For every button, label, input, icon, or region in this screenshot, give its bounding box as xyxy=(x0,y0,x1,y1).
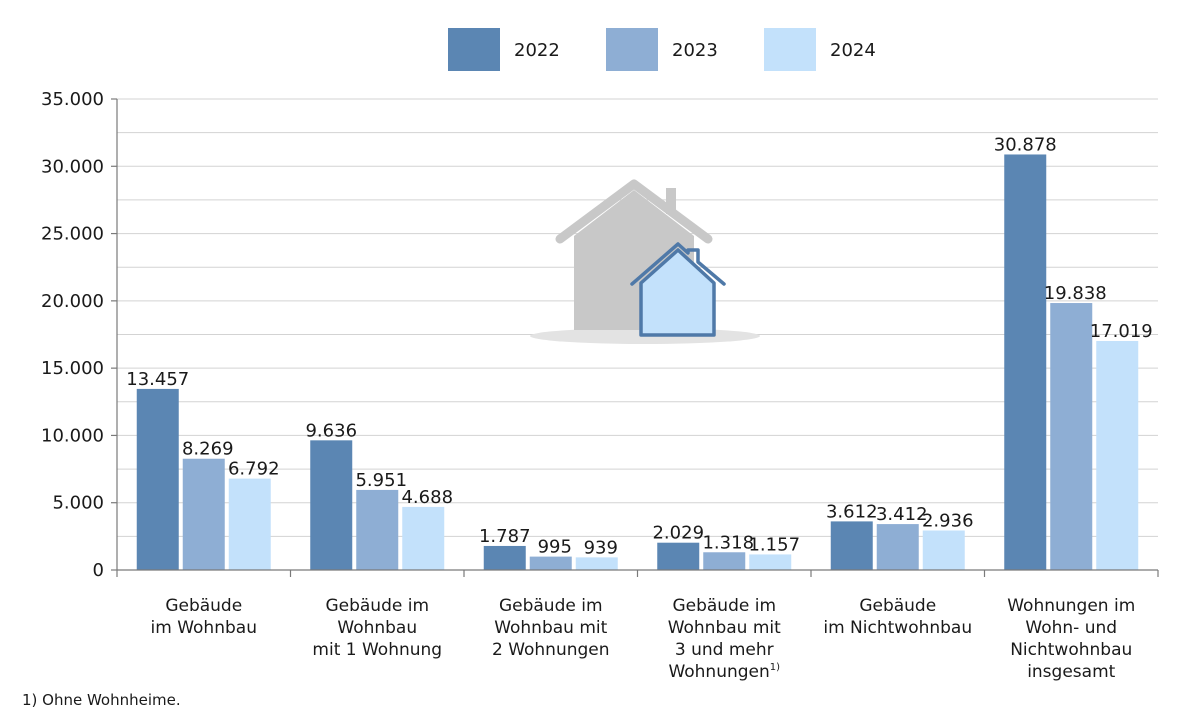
category-label: Gebäude im xyxy=(499,596,603,616)
bar xyxy=(136,388,179,570)
category-label: im Wohnbau xyxy=(151,618,257,638)
data-label: 13.457 xyxy=(126,369,189,390)
legend-label: 2022 xyxy=(514,40,560,61)
bar xyxy=(749,554,792,570)
bar xyxy=(1096,340,1139,570)
category-label: Gebäude xyxy=(165,596,242,616)
bar xyxy=(830,521,873,570)
category-label: 2 Wohnungen xyxy=(492,640,610,660)
data-label: 3.412 xyxy=(876,504,928,525)
bar xyxy=(575,557,618,570)
data-label: 19.838 xyxy=(1044,283,1107,304)
data-label: 1.318 xyxy=(702,532,754,553)
y-tick-label: 15.000 xyxy=(41,358,104,379)
data-label: 6.792 xyxy=(228,459,280,480)
y-tick-label: 25.000 xyxy=(41,224,104,245)
category-label: Wohnungen1) xyxy=(668,662,780,682)
category-label: Wohnbau mit xyxy=(494,618,607,638)
category-label: Wohnbau xyxy=(337,618,417,638)
data-label: 4.688 xyxy=(401,487,453,508)
y-tick-label: 10.000 xyxy=(41,425,104,446)
gridlines xyxy=(117,98,1158,537)
legend-swatch xyxy=(606,28,658,71)
bar xyxy=(356,489,399,570)
data-label: 939 xyxy=(584,537,618,558)
data-label: 2.029 xyxy=(652,523,704,544)
y-tick-label: 5.000 xyxy=(52,493,104,514)
data-label: 5.951 xyxy=(355,470,407,491)
bar xyxy=(1050,303,1093,570)
data-label: 3.612 xyxy=(826,501,878,522)
bar xyxy=(182,458,225,570)
category-label: insgesamt xyxy=(1027,662,1115,682)
bar xyxy=(228,478,271,570)
footnote-mark: 1) xyxy=(770,662,780,673)
legend: 2022 2023 2024 xyxy=(448,28,876,71)
data-label: 995 xyxy=(538,537,572,558)
axes: 0 5.000 10.000 15.000 20.000 25.000 30.000 35.0… xyxy=(41,89,1159,581)
bar xyxy=(922,530,965,570)
bar xyxy=(657,542,700,570)
data-label: 1.787 xyxy=(479,526,531,547)
footnote: 1) Ohne Wohnheime. xyxy=(22,691,181,709)
data-label: 1.157 xyxy=(748,534,800,555)
data-label: 8.269 xyxy=(182,439,234,460)
bar xyxy=(876,524,919,570)
legend-swatch xyxy=(764,28,816,71)
bar xyxy=(1004,154,1047,570)
y-tick-label: 20.000 xyxy=(41,291,104,312)
category-label: Wohn- und xyxy=(1025,618,1117,638)
category-label: Wohnungen im xyxy=(1007,596,1135,616)
category-label: mit 1 Wohnung xyxy=(312,640,442,660)
category-label: Gebäude im xyxy=(672,596,776,616)
bar xyxy=(402,506,445,570)
y-tick-label: 30.000 xyxy=(41,156,104,177)
legend-swatch xyxy=(448,28,500,71)
data-label: 30.878 xyxy=(994,134,1057,155)
category-label: Wohnbau mit xyxy=(668,618,781,638)
category-label: im Nichtwohnbau xyxy=(823,618,972,638)
y-tick-label: 0 xyxy=(93,560,104,581)
y-tick-label: 35.000 xyxy=(41,89,104,110)
category-label: 3 und mehr xyxy=(675,640,774,660)
bar xyxy=(483,545,526,570)
bar xyxy=(529,556,572,570)
data-label: 2.936 xyxy=(922,510,974,531)
legend-label: 2023 xyxy=(672,40,718,61)
bars xyxy=(136,154,1139,570)
category-label: Gebäude im xyxy=(325,596,429,616)
bar xyxy=(310,440,353,570)
category-label: Nichtwohnbau xyxy=(1010,640,1132,660)
data-label: 9.636 xyxy=(305,420,357,441)
category-label: Gebäude xyxy=(859,596,936,616)
house-icon xyxy=(530,179,760,344)
bar xyxy=(703,552,746,570)
legend-label: 2024 xyxy=(830,40,876,61)
data-label: 17.019 xyxy=(1090,321,1153,342)
